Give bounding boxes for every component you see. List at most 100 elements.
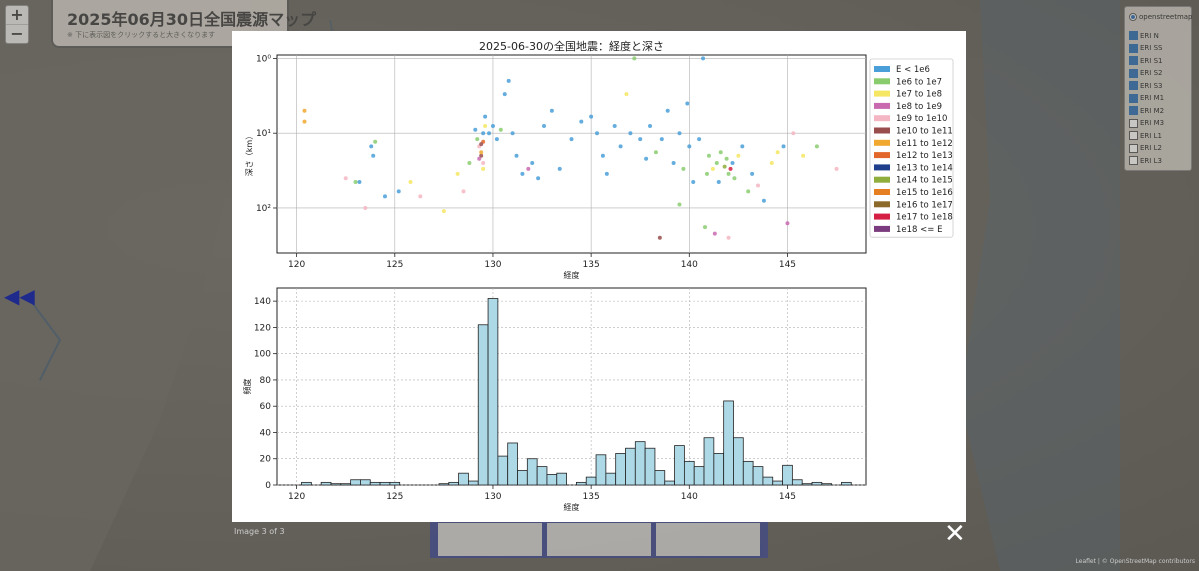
histogram-bar bbox=[811, 481, 823, 486]
scatter-point bbox=[536, 176, 541, 181]
scatter-x-tick-label: 145 bbox=[779, 260, 796, 270]
legend-swatch bbox=[874, 164, 890, 171]
map-subtitle: ※ 下に表示図をクリックすると大きくなります bbox=[67, 31, 216, 39]
scatter-point bbox=[494, 137, 499, 142]
histogram-bar bbox=[448, 481, 460, 486]
layer-item[interactable]: ERI S1 bbox=[1129, 55, 1162, 67]
scatter-point bbox=[638, 137, 643, 142]
prev-image-arrow-icon[interactable]: ◀◀ bbox=[4, 284, 35, 308]
scatter-point bbox=[479, 142, 484, 147]
histogram-bar bbox=[320, 481, 332, 486]
histogram-bar bbox=[713, 453, 725, 486]
scatter-point bbox=[665, 108, 670, 113]
histogram-y-tick-label: 80 bbox=[260, 376, 272, 386]
scatter-point bbox=[579, 119, 584, 124]
histogram-bar bbox=[615, 453, 626, 486]
legend-label: 1e9 to 1e10 bbox=[896, 114, 947, 124]
histogram-bar bbox=[438, 483, 450, 486]
histogram-bar bbox=[389, 481, 401, 486]
scatter-point bbox=[371, 153, 376, 158]
scatter-point bbox=[710, 166, 715, 171]
layer-checkbox[interactable] bbox=[1129, 68, 1138, 78]
legend-swatch bbox=[874, 90, 890, 97]
layer-item[interactable]: ERI L1 bbox=[1129, 130, 1162, 142]
histogram-y-tick-label: 100 bbox=[254, 350, 271, 360]
scatter-point bbox=[467, 160, 472, 165]
legend-swatch bbox=[874, 127, 890, 134]
layer-item[interactable]: ERI S3 bbox=[1129, 80, 1162, 92]
scatter-point bbox=[363, 205, 368, 210]
scatter-point bbox=[687, 144, 692, 149]
layer-item[interactable]: ERI M3 bbox=[1129, 117, 1164, 129]
scatter-point bbox=[481, 166, 486, 171]
layer-checkbox[interactable] bbox=[1129, 143, 1138, 153]
layer-label: openstreetmap bbox=[1139, 13, 1193, 21]
thumbnail-3[interactable] bbox=[656, 523, 760, 556]
layer-item[interactable]: ERI L2 bbox=[1129, 142, 1162, 154]
layer-checkbox[interactable] bbox=[1129, 93, 1138, 103]
scatter-point bbox=[569, 137, 574, 142]
histogram-y-tick-label: 40 bbox=[260, 428, 272, 438]
scatter-point bbox=[595, 131, 600, 136]
thumbnail-1[interactable] bbox=[438, 523, 542, 556]
scatter-point bbox=[357, 180, 362, 185]
layer-checkbox[interactable] bbox=[1129, 81, 1138, 90]
legend-swatch bbox=[874, 189, 890, 195]
scatter-point bbox=[701, 56, 706, 61]
map-title: 2025年06月30日全国震源マップ bbox=[67, 10, 317, 29]
scatter-point bbox=[506, 78, 511, 83]
histogram-bar bbox=[379, 481, 391, 486]
scatter-point bbox=[369, 144, 374, 149]
scatter-point bbox=[801, 153, 806, 158]
zoom-in-button[interactable]: + bbox=[6, 6, 28, 25]
scatter-point bbox=[718, 150, 723, 155]
layer-checkbox[interactable] bbox=[1129, 118, 1138, 128]
scatter-point bbox=[549, 108, 554, 113]
histogram-x-tick-label: 145 bbox=[779, 492, 796, 502]
histogram-bar bbox=[752, 466, 764, 486]
histogram-bar bbox=[517, 470, 528, 486]
layer-checkbox[interactable] bbox=[1129, 106, 1138, 115]
layer-checkbox[interactable] bbox=[1129, 31, 1138, 40]
scatter-point bbox=[775, 150, 780, 155]
thumbnail-2[interactable] bbox=[547, 523, 651, 556]
scatter-point bbox=[612, 123, 617, 128]
scatter-point bbox=[769, 160, 774, 165]
layer-item[interactable]: openstreetmap bbox=[1129, 11, 1193, 23]
layer-item[interactable]: ERI M2 bbox=[1129, 105, 1164, 117]
legend-swatch bbox=[874, 225, 890, 232]
scatter-point bbox=[557, 166, 562, 171]
layer-label: ERI M3 bbox=[1140, 119, 1165, 127]
histogram-bar bbox=[487, 298, 499, 486]
zoom-out-button[interactable]: − bbox=[10, 24, 24, 43]
layer-item[interactable]: ERI SS bbox=[1129, 42, 1162, 54]
layer-checkbox[interactable] bbox=[1129, 156, 1138, 165]
layer-item[interactable]: ERI M1 bbox=[1129, 92, 1164, 104]
scatter-x-tick-label: 125 bbox=[386, 260, 403, 270]
scatter-point bbox=[382, 194, 387, 199]
layer-checkbox[interactable] bbox=[1129, 43, 1138, 53]
close-icon[interactable]: ✕ bbox=[944, 519, 966, 549]
scatter-point bbox=[481, 160, 486, 165]
scatter-point bbox=[604, 171, 609, 176]
scatter-point bbox=[418, 194, 423, 199]
legend-swatch bbox=[874, 139, 890, 146]
scatter-point bbox=[481, 131, 486, 136]
thumbnail-strip bbox=[430, 521, 768, 558]
scatter-point bbox=[589, 114, 594, 119]
layer-item[interactable]: ERI S2 bbox=[1129, 67, 1162, 79]
scatter-point bbox=[732, 176, 737, 181]
scatter-x-axis-label: 経度 bbox=[564, 270, 580, 280]
layer-item[interactable]: ERI N bbox=[1129, 30, 1159, 42]
histogram-bar bbox=[703, 437, 715, 486]
layer-item[interactable]: ERI L3 bbox=[1129, 155, 1162, 167]
scatter-point bbox=[691, 180, 696, 185]
scatter-point bbox=[510, 131, 515, 136]
layer-checkbox[interactable] bbox=[1129, 56, 1138, 65]
scatter-point bbox=[475, 137, 480, 142]
scatter-point bbox=[706, 153, 711, 158]
layer-radio[interactable] bbox=[1129, 13, 1137, 21]
layer-checkbox[interactable] bbox=[1129, 131, 1138, 140]
scatter-point bbox=[302, 119, 307, 124]
legend-label: 1e17 to 1e18 bbox=[896, 213, 953, 223]
